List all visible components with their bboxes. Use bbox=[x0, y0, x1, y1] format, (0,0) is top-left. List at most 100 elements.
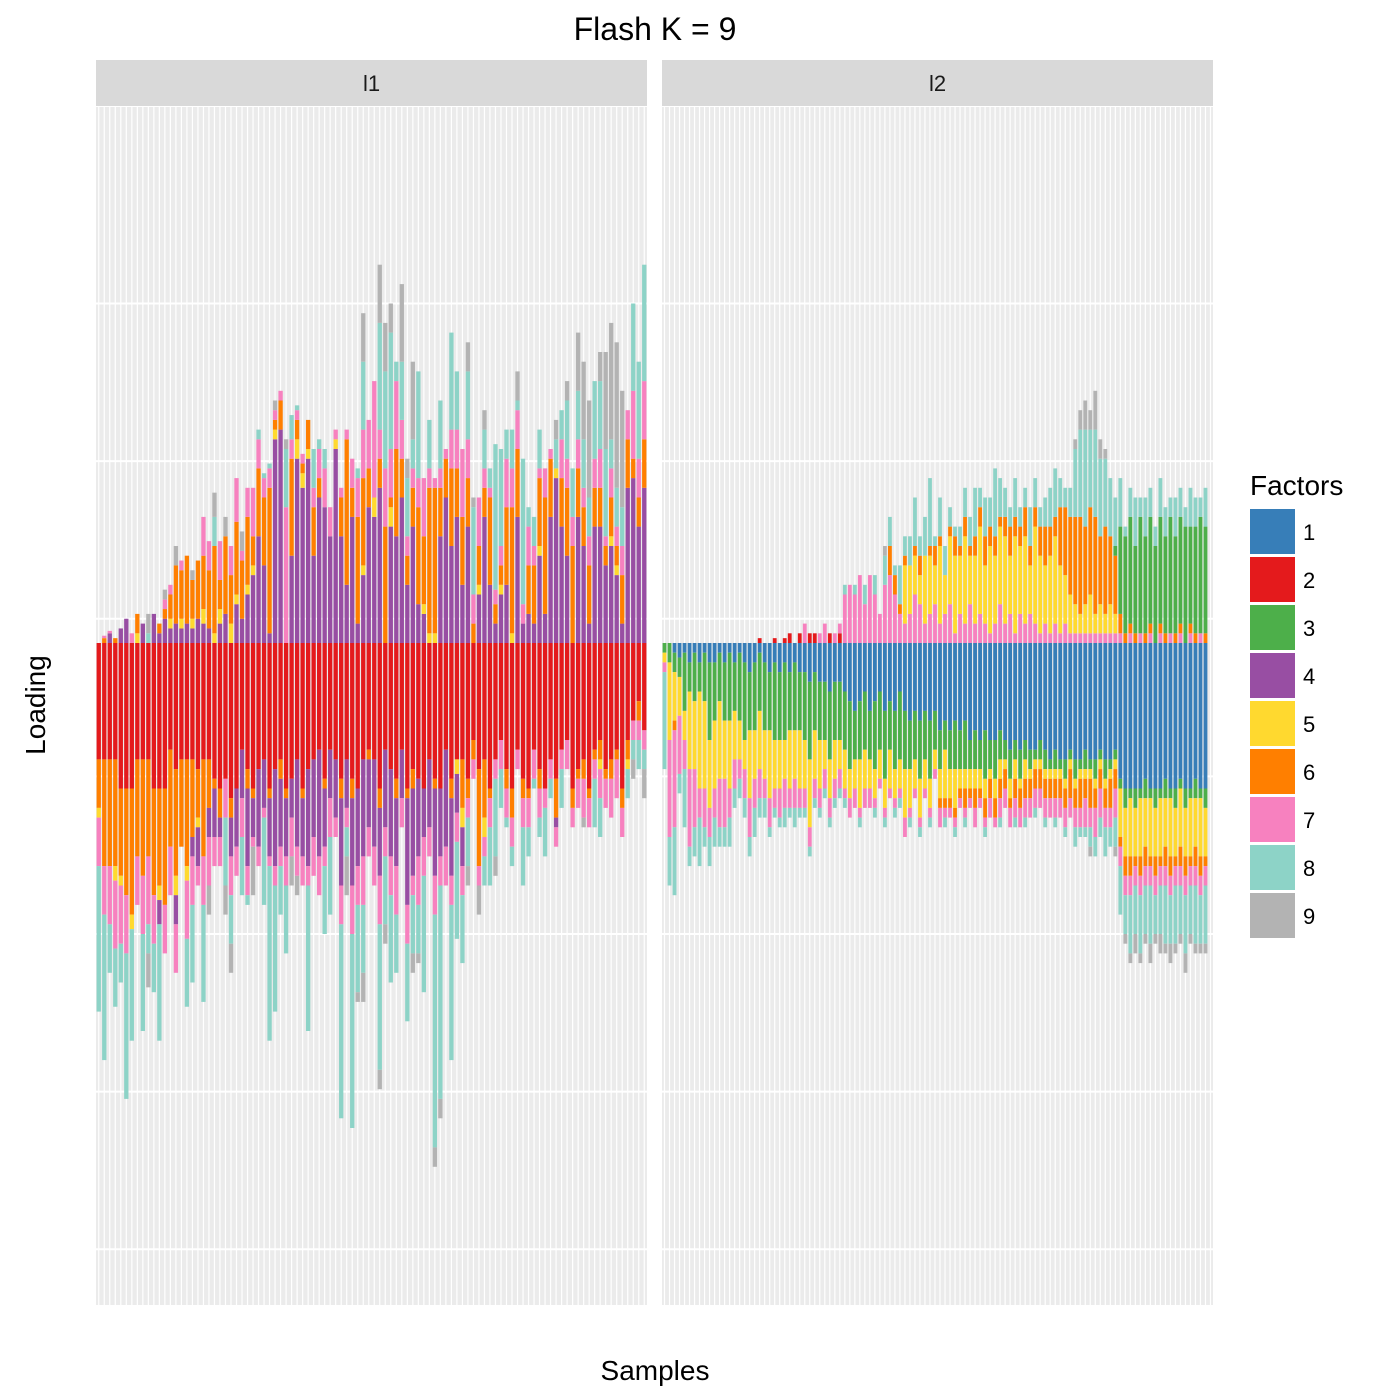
bar-segment-factor-2 bbox=[366, 643, 371, 750]
bar-segment-factor-9 bbox=[294, 875, 300, 896]
bar-segment-factor-9 bbox=[1198, 943, 1203, 954]
bar-segment-factor-6 bbox=[1103, 526, 1108, 614]
bar-segment-factor-7 bbox=[862, 788, 867, 808]
bar-segment-factor-2 bbox=[250, 643, 256, 789]
bar-segment-factor-7 bbox=[168, 584, 173, 595]
bar-segment-factor-6 bbox=[586, 788, 592, 799]
bar-segment-factor-6 bbox=[575, 468, 581, 517]
bar-segment-factor-8 bbox=[482, 856, 487, 886]
bar-segment-factor-6 bbox=[217, 579, 223, 610]
bar-segment-factor-4 bbox=[339, 798, 344, 886]
bar-segment-factor-6 bbox=[1178, 846, 1183, 867]
bar-segment-factor-2 bbox=[598, 643, 603, 740]
bar-segment-factor-4 bbox=[432, 788, 438, 876]
bar-segment-factor-6 bbox=[973, 788, 977, 808]
legend-label: 2 bbox=[1303, 568, 1315, 593]
bar-segment-factor-2 bbox=[564, 643, 570, 740]
bar-segment-factor-7 bbox=[449, 875, 454, 905]
bar-segment-factor-4 bbox=[184, 623, 190, 643]
bar-segment-factor-4 bbox=[328, 536, 333, 643]
bar-segment-factor-6 bbox=[603, 769, 608, 779]
bar-segment-factor-7 bbox=[476, 497, 482, 546]
bar-segment-factor-5 bbox=[837, 740, 842, 770]
bar-segment-factor-5 bbox=[772, 740, 777, 789]
bar-segment-factor-2 bbox=[179, 643, 184, 760]
bar-segment-factor-8 bbox=[948, 507, 952, 527]
bars bbox=[662, 390, 1208, 973]
bar-segment-factor-2 bbox=[223, 643, 228, 779]
bar-segment-factor-9 bbox=[1203, 943, 1208, 954]
bar-segment-factor-1 bbox=[867, 643, 872, 711]
bar-segment-factor-1 bbox=[1188, 643, 1193, 789]
bar-segment-factor-2 bbox=[388, 643, 393, 770]
bar-segment-factor-7 bbox=[311, 837, 316, 876]
bar-segment-factor-8 bbox=[1103, 827, 1108, 857]
bar-segment-factor-8 bbox=[283, 449, 289, 508]
bar-segment-factor-6 bbox=[168, 749, 173, 847]
bar-segment-factor-7 bbox=[609, 778, 614, 818]
bar-segment-factor-8 bbox=[1118, 866, 1123, 915]
bar-segment-factor-8 bbox=[1108, 827, 1113, 847]
bar-segment-factor-3 bbox=[672, 652, 677, 673]
bar-segment-factor-2 bbox=[812, 633, 817, 643]
bar-segment-factor-8 bbox=[581, 439, 586, 488]
bar-segment-factor-6 bbox=[1003, 516, 1008, 537]
bar-segment-factor-7 bbox=[317, 449, 322, 479]
bar-segment-factor-5 bbox=[361, 565, 366, 576]
bar-segment-factor-9 bbox=[575, 332, 581, 391]
bar-segment-factor-7 bbox=[692, 769, 697, 828]
bar-segment-factor-5 bbox=[1038, 759, 1043, 770]
bar-segment-factor-7 bbox=[923, 623, 927, 643]
bar-segment-factor-2 bbox=[504, 643, 509, 770]
bar-segment-factor-4 bbox=[388, 769, 393, 857]
bar-segment-factor-1 bbox=[1143, 643, 1148, 779]
bar-segment-factor-2 bbox=[515, 643, 520, 750]
bar-segment-factor-8 bbox=[707, 837, 712, 867]
bar-segment-factor-3 bbox=[1133, 788, 1138, 808]
bar-segment-factor-7 bbox=[667, 740, 672, 837]
bar-segment-factor-3 bbox=[1188, 788, 1193, 799]
bar-segment-factor-6 bbox=[305, 419, 311, 449]
bar-segment-factor-5 bbox=[918, 575, 922, 605]
bar-segment-factor-9 bbox=[564, 381, 570, 401]
bar-segment-factor-4 bbox=[173, 623, 179, 643]
bar-segment-factor-2 bbox=[377, 643, 382, 789]
bar-segment-factor-5 bbox=[173, 875, 179, 896]
bar-segment-factor-4 bbox=[344, 584, 349, 643]
bar-segment-factor-5 bbox=[998, 526, 1003, 605]
bar-segment-factor-6 bbox=[1153, 856, 1158, 876]
bar-segment-factor-3 bbox=[772, 662, 777, 740]
bar-segment-factor-5 bbox=[1093, 778, 1098, 789]
bar-segment-factor-2 bbox=[239, 643, 245, 750]
bar-segment-factor-6 bbox=[300, 788, 305, 799]
bar-segment-factor-6 bbox=[1098, 769, 1103, 789]
bar-segment-factor-7 bbox=[928, 613, 932, 643]
bar-segment-factor-4 bbox=[107, 633, 112, 643]
bar-segment-factor-2 bbox=[140, 643, 145, 760]
bar-segment-factor-9 bbox=[1133, 934, 1138, 954]
bar-segment-factor-7 bbox=[1128, 875, 1133, 896]
bar-segment-factor-6 bbox=[509, 788, 515, 818]
bar-segment-factor-5 bbox=[1178, 788, 1183, 847]
bar-segment-factor-8 bbox=[872, 807, 877, 818]
bar-segment-factor-8 bbox=[294, 405, 300, 411]
bar-segment-factor-4 bbox=[421, 613, 426, 643]
bar-segment-factor-8 bbox=[1053, 817, 1058, 828]
bar-segment-factor-8 bbox=[355, 904, 360, 993]
bar-segment-factor-6 bbox=[256, 468, 261, 537]
bar-segment-factor-1 bbox=[862, 643, 867, 692]
bars bbox=[96, 264, 647, 1167]
bar-segment-factor-8 bbox=[842, 798, 847, 808]
panel-l2: l2 bbox=[662, 60, 1213, 1305]
bar-segment-factor-7 bbox=[504, 788, 509, 818]
bar-segment-factor-9 bbox=[410, 361, 415, 440]
bar-segment-factor-2 bbox=[493, 643, 498, 760]
bar-segment-factor-8 bbox=[822, 788, 827, 799]
bar-segment-factor-5 bbox=[928, 555, 932, 614]
bar-segment-factor-5 bbox=[968, 555, 972, 605]
bar-segment-factor-7 bbox=[245, 866, 250, 896]
bar-segment-factor-2 bbox=[146, 643, 151, 760]
bar-segment-factor-5 bbox=[933, 749, 937, 770]
bar-segment-factor-8 bbox=[509, 846, 515, 867]
bar-segment-factor-6 bbox=[1198, 856, 1203, 876]
